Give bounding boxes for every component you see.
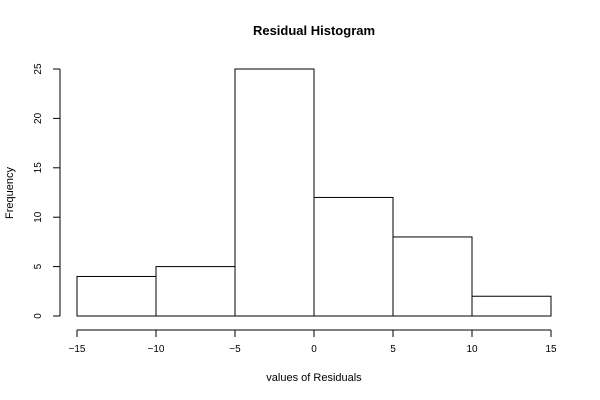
y-tick-label: 25 [33,63,44,75]
x-axis-label: values of Residuals [266,372,362,384]
x-tick-label: 15 [545,344,557,355]
x-tick-label: −5 [229,344,241,355]
histogram-bar [234,68,315,317]
histogram-bar [76,275,157,317]
histogram-bar [392,236,473,317]
chart-title: Residual Histogram [253,23,375,38]
y-axis-label: Frequency [4,167,16,219]
y-tick-label: 0 [33,313,44,319]
y-tick-label: 5 [33,263,44,269]
x-tick-label: −10 [148,344,165,355]
histogram-bar [313,196,394,317]
y-axis: 0 5 10 15 20 25 [33,63,61,319]
x-tick-label: 5 [390,344,396,355]
y-tick-label: 10 [33,211,44,223]
y-tick-label: 15 [33,162,44,174]
x-tick-label: 10 [466,344,478,355]
x-tick-label: 0 [311,344,317,355]
bars-group [76,68,552,317]
x-axis: −15 −10 −5 0 5 10 15 [69,329,557,355]
histogram-bar [155,266,236,317]
histogram-bar [471,295,552,317]
x-tick-label: −15 [69,344,86,355]
y-tick-label: 20 [33,112,44,124]
